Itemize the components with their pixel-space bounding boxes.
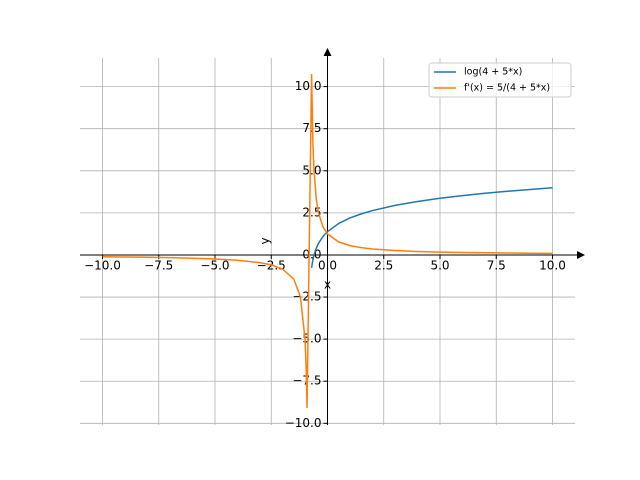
y-tick-label: 2.5: [302, 205, 321, 219]
series-line: [102, 73, 553, 409]
legend-label: log(4 + 5*x): [464, 67, 522, 78]
y-tick-label: −5.0: [292, 332, 321, 346]
y-tick-label: 0.0: [302, 247, 321, 261]
y-tick-label: −2.5: [292, 290, 321, 304]
y-tick-label: −10.0: [285, 416, 322, 430]
x-tick-label: 2.5: [374, 258, 393, 272]
x-tick-label: −7.5: [144, 258, 173, 272]
x-axis-label: x: [324, 277, 331, 291]
x-tick-label: 0.0: [318, 258, 337, 272]
legend-label: f'(x) = 5/(4 + 5*x): [464, 83, 550, 94]
x-tick-label: 7.5: [487, 258, 506, 272]
x-tick-label: 10.0: [539, 258, 566, 272]
y-axis-label: y: [258, 237, 272, 244]
x-tick-label: −5.0: [200, 258, 229, 272]
x-tick-label: 5.0: [430, 258, 449, 272]
x-tick-label: −10.0: [84, 258, 121, 272]
x-axis-arrow: [577, 250, 585, 259]
y-axis-arrow: [323, 48, 332, 56]
y-tick-label: 5.0: [302, 163, 321, 177]
series-line: [310, 187, 553, 268]
y-tick-label: 10.0: [295, 79, 322, 93]
legend-box: [428, 62, 572, 98]
